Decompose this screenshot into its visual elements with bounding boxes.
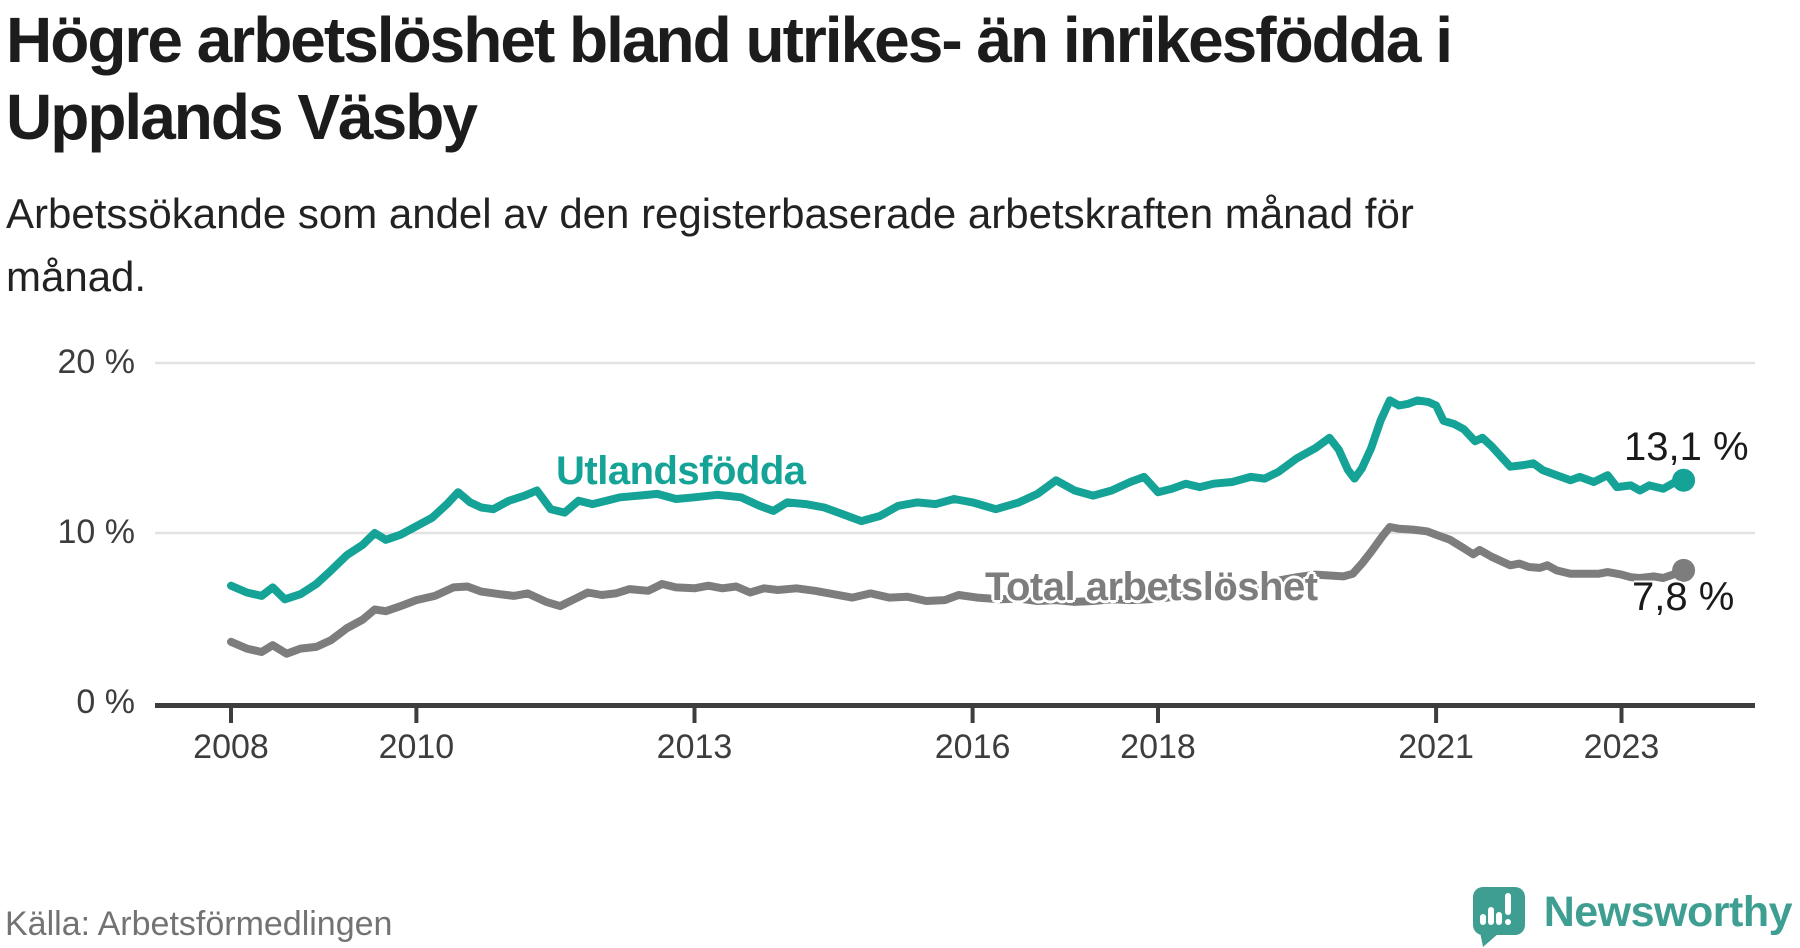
x-axis-label-2008: 2008 (193, 728, 269, 766)
series-label-utlandsfodda: Utlandsfödda (556, 449, 806, 493)
chart-title-line1: Högre arbetslöshet bland utrikes- än inr… (6, 4, 1453, 76)
newsworthy-logo-text: Newsworthy (1543, 888, 1793, 936)
source-note: Källa: Arbetsförmedlingen (5, 905, 393, 943)
newsworthy-logo-icon (1472, 887, 1525, 947)
series-line-total-arbetsloshet (227, 523, 1688, 658)
x-axis-label-2013: 2013 (656, 728, 733, 766)
chart-subtitle: Arbetssökande som andel av den registerb… (6, 182, 1766, 308)
chart-title: Högre arbetslöshet bland utrikes- än inr… (6, 2, 1766, 156)
series-endpoint-dot (1672, 468, 1696, 492)
x-axis-label-2021: 2021 (1398, 728, 1474, 766)
series-line-utlandsfodda (227, 396, 1688, 604)
y-axis-label-0: 0 % (76, 683, 135, 721)
end-value-annotation-total: 7,8 % (1632, 575, 1735, 619)
x-axis-label-2023: 2023 (1583, 728, 1660, 766)
end-value-annotation-utlandsfodda: 13,1 % (1624, 425, 1749, 469)
y-axis-label-10: 10 % (57, 513, 136, 551)
newsworthy-logo: Newsworthy (1472, 886, 1793, 947)
x-axis-label-2016: 2016 (934, 728, 1011, 766)
chart-subtitle-line2: månad. (6, 253, 147, 300)
x-axis-label-2010: 2010 (378, 728, 455, 766)
series-label-total-arbetsloshet: Total arbetslöshet (985, 565, 1318, 609)
x-axis-label-2018: 2018 (1120, 728, 1196, 766)
series-endpoint-dot (1672, 558, 1696, 582)
y-axis-label-20: 20 % (57, 343, 136, 381)
chart-subtitle-line1: Arbetssökande som andel av den registerb… (6, 190, 1414, 237)
chart-title-line2: Upplands Väsby (6, 80, 478, 153)
